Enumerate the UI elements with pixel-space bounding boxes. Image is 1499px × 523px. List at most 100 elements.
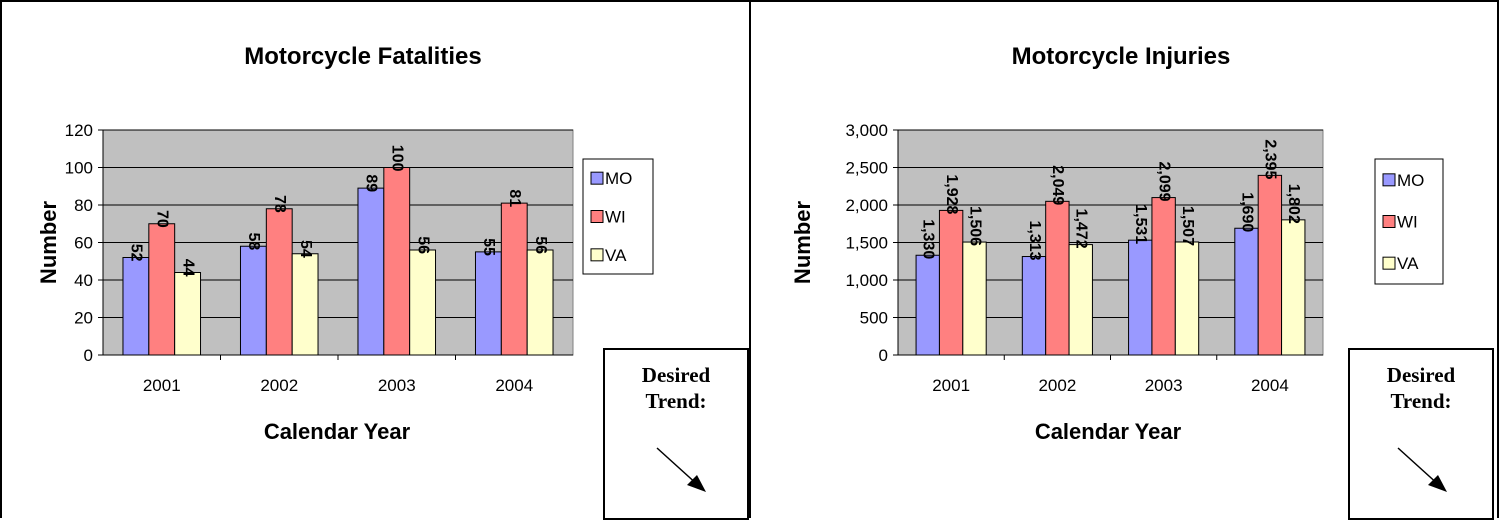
data-label: 81: [506, 189, 523, 207]
y-axis-label: Number: [790, 201, 815, 285]
bar-mo: [474, 251, 502, 356]
bar-mo: [1128, 239, 1153, 356]
x-tick-label: 2003: [1145, 376, 1183, 395]
legend-label-va: VA: [1397, 254, 1419, 273]
data-label: 1,472: [1073, 209, 1090, 249]
y-tick-label: 100: [65, 159, 93, 178]
data-label: 1,313: [1026, 220, 1043, 260]
legend-swatch-wi: [590, 210, 604, 223]
y-tick-label: 3,000: [845, 121, 888, 140]
bar-va: [526, 249, 554, 356]
x-axis-label: Calendar Year: [264, 419, 411, 444]
bar-va: [1068, 244, 1093, 356]
injuries-panel: Motorcycle Injuries 0 500 1,000 1,500 2,000 2,…: [749, 0, 1499, 520]
y-tick-label: 120: [65, 121, 93, 140]
x-tick-label: 2002: [1038, 376, 1076, 395]
fatalities-panel: Motorcycle Fatalities 0 20 40 60 80 100 120 52 70…: [0, 0, 749, 520]
data-label: 78: [271, 195, 288, 213]
y-tick-label: 500: [860, 309, 888, 328]
bar-mo: [357, 187, 385, 356]
legend-swatch-mo: [1382, 173, 1396, 187]
legend-swatch-wi: [1382, 215, 1396, 228]
y-tick-label: 0: [84, 346, 93, 365]
data-label: 70: [154, 210, 171, 228]
bar-wi: [1045, 200, 1070, 356]
bar-wi: [938, 209, 964, 356]
x-tick-label: 2004: [1251, 376, 1289, 395]
bar-va: [291, 253, 319, 356]
x-tick-label: 2003: [378, 376, 416, 395]
bar-wi: [1151, 197, 1176, 356]
legend-label-wi: WI: [1397, 213, 1418, 232]
data-label: 2,099: [1155, 162, 1172, 202]
bar-va: [1281, 219, 1306, 356]
bar-va: [174, 272, 202, 356]
legend-swatch-va: [1382, 256, 1396, 270]
desired-trend-label: Desired Trend:: [1350, 362, 1492, 414]
y-tick-label: 20: [74, 309, 93, 328]
desired-trend-line1: Desired: [641, 363, 711, 387]
bar-wi: [265, 208, 293, 356]
y-axis-label: Number: [36, 201, 61, 285]
y-tick-label: 80: [74, 196, 93, 215]
data-label: 1,802: [1285, 184, 1302, 224]
bar-wi: [148, 223, 176, 356]
chart-title: Motorcycle Injuries: [1012, 43, 1231, 70]
data-label: 44: [179, 259, 196, 277]
bar-mo: [239, 245, 267, 356]
bar-mo: [122, 257, 150, 356]
data-label: 1,690: [1238, 192, 1255, 232]
desired-trend-line2: Trend:: [645, 389, 707, 413]
legend-label-va: VA: [605, 246, 627, 265]
y-tick-label: 40: [74, 271, 93, 290]
bar-wi: [500, 202, 528, 356]
fatalities-chart: Motorcycle Fatalities 0 20 40 60 80 100 120 52 70…: [36, 43, 654, 444]
data-label: 89: [363, 174, 380, 192]
y-tick-label: 2,000: [845, 196, 888, 215]
desired-trend-line1: Desired: [1386, 363, 1456, 387]
down-right-arrow-icon: [1397, 447, 1447, 492]
data-label: 1,531: [1132, 204, 1149, 244]
bar-va: [409, 249, 437, 356]
y-tick-label: 60: [74, 234, 93, 253]
y-tick-label: 1,000: [845, 271, 888, 290]
desired-trend-line2: Trend:: [1390, 389, 1452, 413]
x-tick-label: 2001: [932, 376, 970, 395]
legend-label-mo: MO: [1397, 171, 1424, 190]
data-label: 52: [128, 244, 145, 262]
data-label: 2,049: [1049, 165, 1066, 205]
data-label: 1,507: [1179, 206, 1196, 246]
bar-va: [1174, 241, 1200, 356]
data-label: 55: [480, 238, 497, 256]
y-tick-label: 0: [879, 346, 888, 365]
data-label: 58: [245, 232, 262, 250]
injuries-chart: Motorcycle Injuries 0 500 1,000 1,500 2,000 2,…: [790, 43, 1444, 444]
bar-mo: [915, 254, 940, 356]
bar-wi: [383, 167, 411, 356]
down-right-arrow-icon: [656, 447, 706, 492]
data-label: 2,395: [1262, 139, 1279, 179]
desired-trend-box: Desired Trend:: [1348, 348, 1494, 520]
data-label: 1,506: [966, 206, 983, 246]
bar-wi: [1257, 174, 1283, 356]
x-axis-label: Calendar Year: [1035, 419, 1182, 444]
legend-label-wi: WI: [605, 208, 626, 227]
y-tick-label: 1,500: [845, 234, 888, 253]
chart-title: Motorcycle Fatalities: [244, 43, 481, 70]
bar-va: [962, 241, 987, 356]
legend-label-mo: MO: [605, 169, 632, 188]
legend-swatch-mo: [590, 171, 604, 185]
desired-trend-label: Desired Trend:: [605, 362, 747, 414]
bar-mo: [1021, 256, 1047, 356]
bar-mo: [1234, 227, 1259, 356]
data-label: 56: [532, 236, 549, 254]
x-tick-label: 2001: [143, 376, 181, 395]
data-label: 1,928: [943, 174, 960, 214]
x-tick-label: 2002: [260, 376, 298, 395]
data-label: 1,330: [920, 219, 937, 259]
desired-trend-box: Desired Trend:: [603, 348, 749, 520]
x-tick-label: 2004: [495, 376, 533, 395]
legend-swatch-va: [590, 248, 604, 262]
y-tick-label: 2,500: [845, 159, 888, 178]
data-label: 54: [297, 240, 314, 258]
